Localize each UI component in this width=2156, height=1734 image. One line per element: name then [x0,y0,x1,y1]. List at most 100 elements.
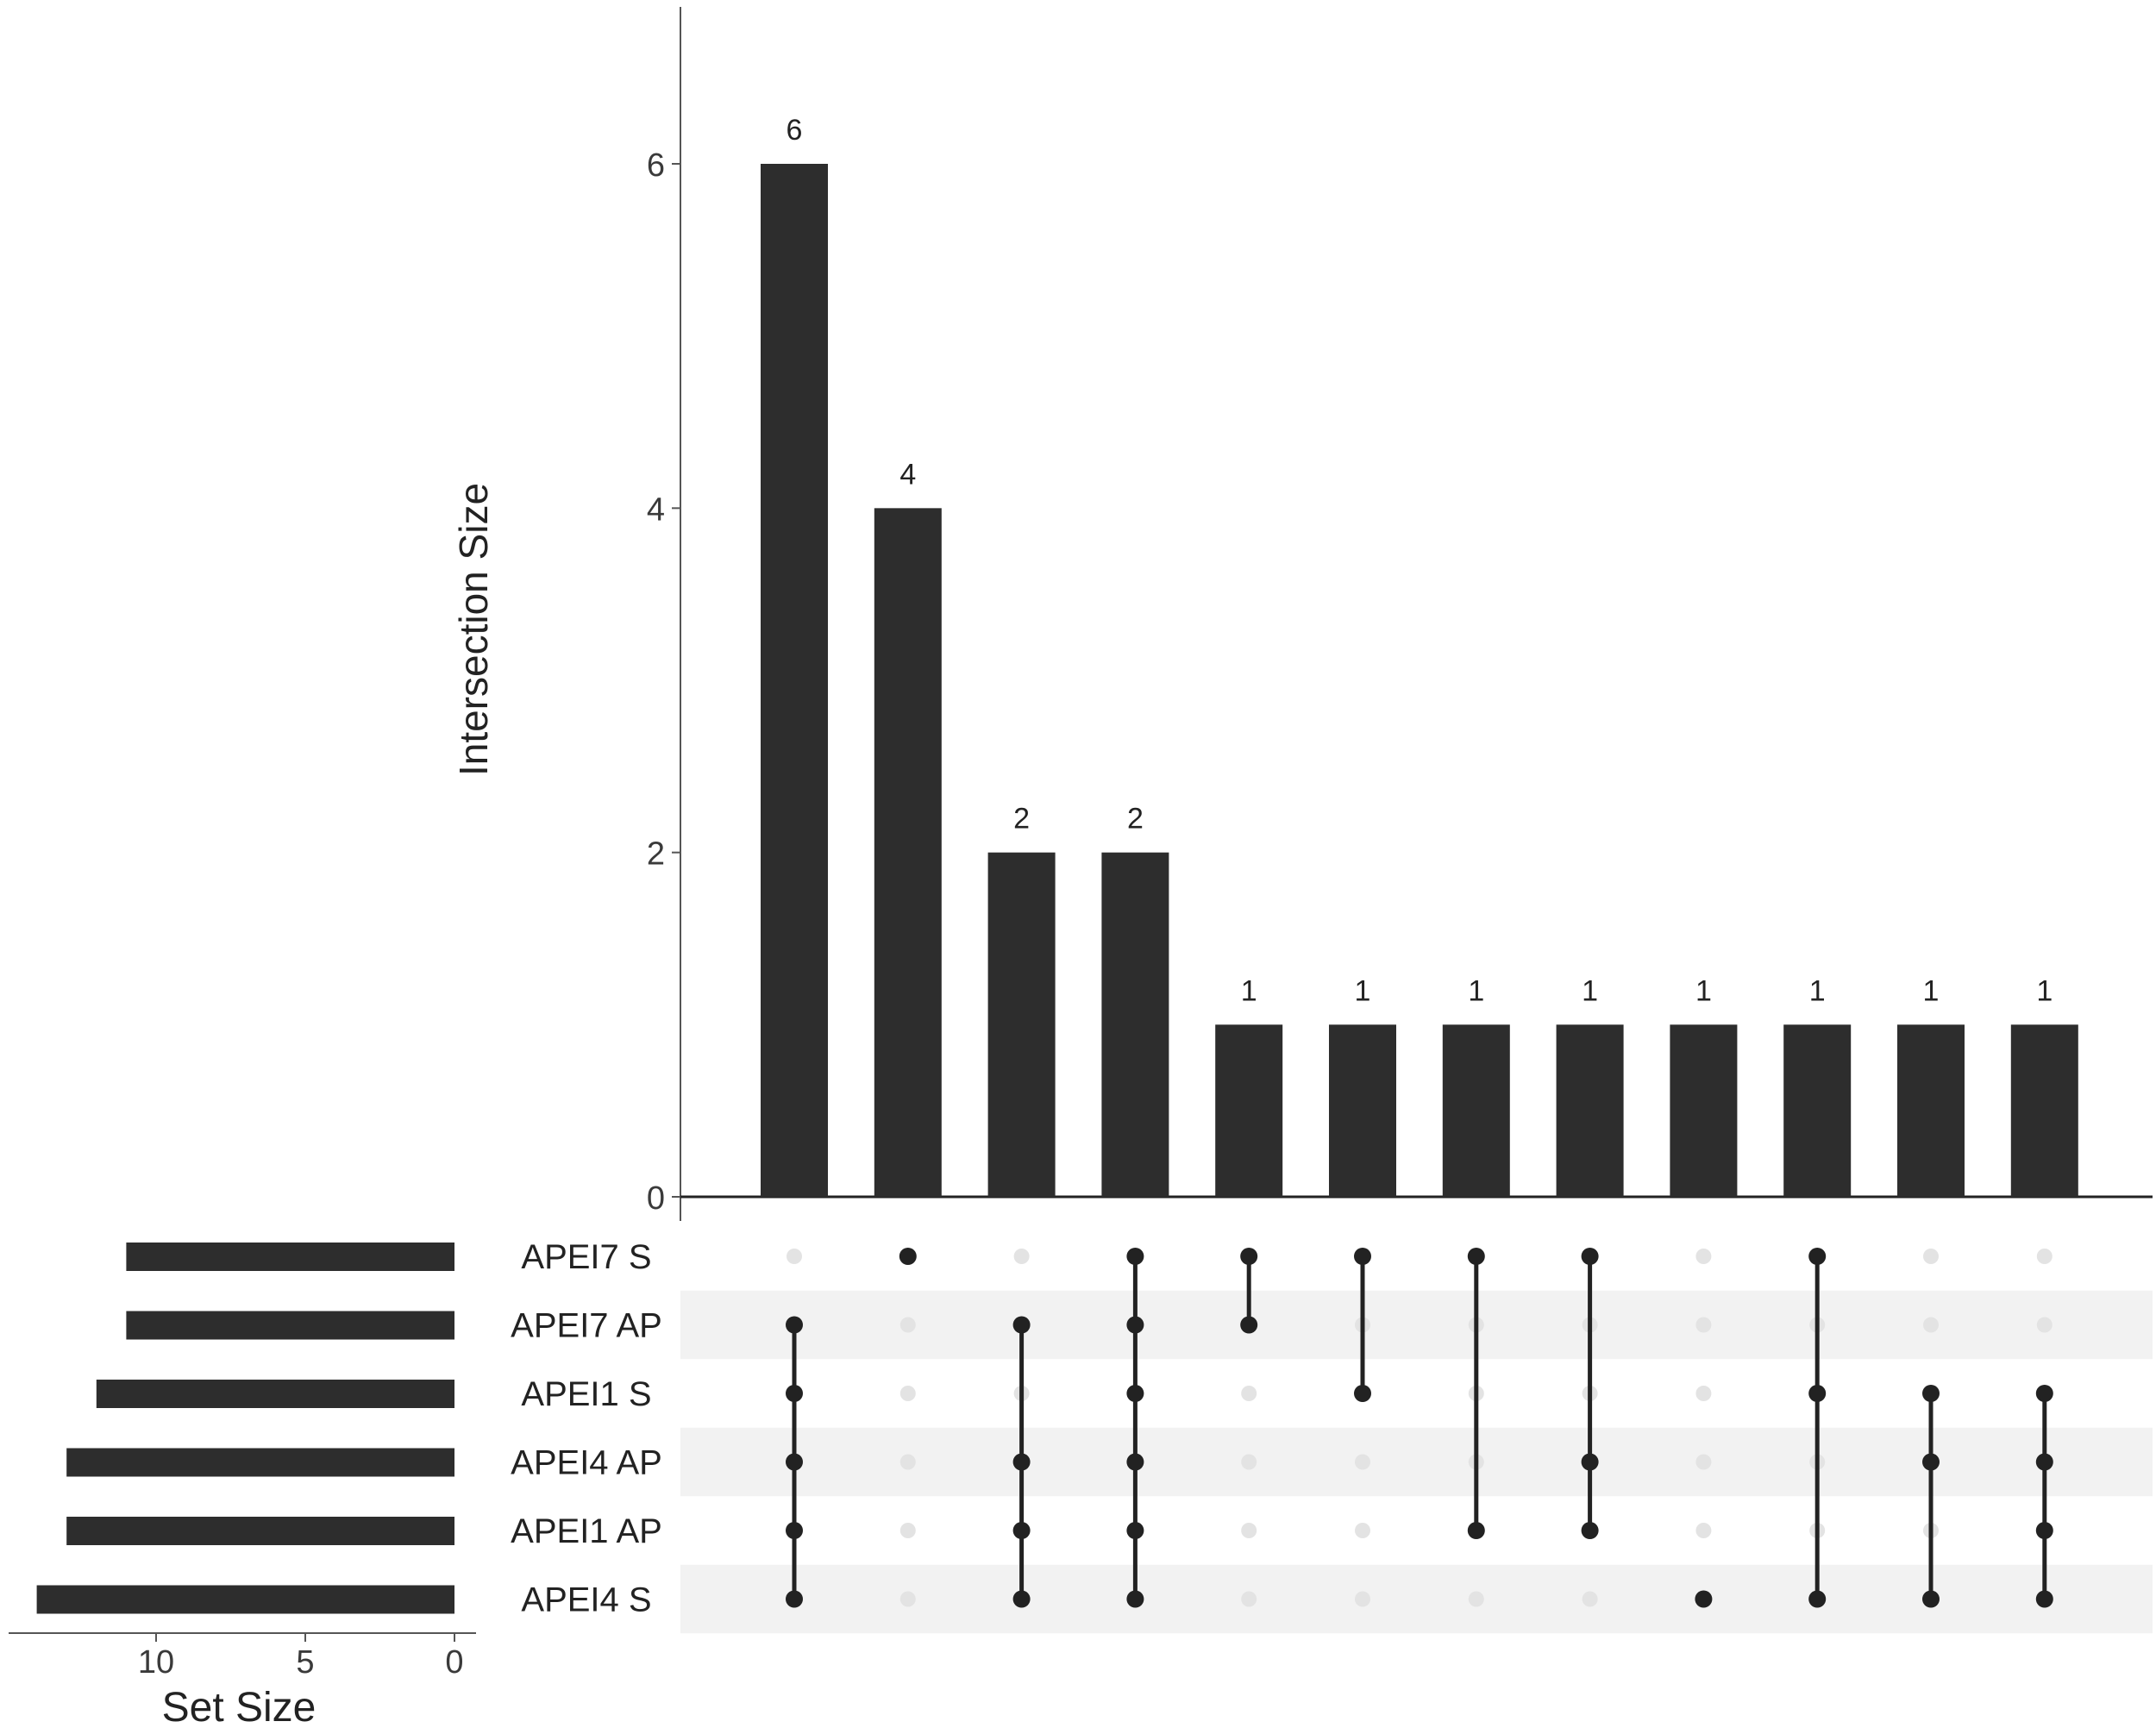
matrix-dot-active [1695,1590,1713,1608]
intersection-bar [1897,1024,1965,1197]
intersection-bar [2010,1024,2078,1197]
intersection-bar [1670,1024,1738,1197]
intersection-bar [1215,1024,1283,1197]
set-size-bars: APEI7 S APEI7 AP APEI1 S APEI4 AP APEI1 AP AP… [36,1238,662,1619]
matrix-dot-active [1012,1522,1031,1539]
matrix-dot-inactive [1695,1523,1712,1538]
matrix-dot-inactive [899,1591,916,1607]
matrix-dot-inactive [1468,1591,1484,1607]
intersection-bar-label: 1 [2036,974,2053,1007]
matrix-dot-active [1581,1248,1599,1265]
intersection-bar [1329,1024,1396,1197]
matrix-dot-active [2035,1453,2053,1471]
matrix-dot-active [1808,1385,1827,1402]
matrix-dot-active [1240,1248,1258,1265]
set-size-bar [96,1380,455,1408]
set-size-bar [126,1311,454,1340]
matrix-dot-inactive [1241,1386,1257,1401]
matrix-dot-active [1354,1385,1371,1402]
matrix-dot-active [1808,1590,1827,1608]
matrix-dot-active [1354,1248,1371,1265]
matrix-dot-active [1126,1385,1144,1402]
set-label: APEI7 AP [511,1307,662,1345]
matrix-row-shade [680,1427,2153,1497]
matrix-dot-inactive [1695,1317,1712,1333]
matrix-dot-inactive [1241,1523,1257,1538]
intersection-bar-label: 2 [1127,803,1144,836]
matrix-dot-inactive [1013,1249,1030,1264]
set-size-bar [126,1243,454,1271]
matrix-dot-active [1240,1316,1258,1334]
intersection-bar-label: 1 [1582,974,1598,1007]
intersection-bar [761,164,828,1197]
intersection-bar [1556,1024,1624,1197]
matrix-dot-active [1126,1590,1144,1608]
matrix-dot-inactive [1582,1591,1598,1607]
matrix-dot-inactive [1355,1523,1370,1538]
matrix-row-shading [680,1290,2153,1634]
intersection-bar-label: 6 [787,114,803,147]
matrix-dot-active [899,1248,917,1265]
intersection-bar [1442,1024,1510,1197]
matrix-dot-active [1922,1385,1940,1402]
matrix-dot-inactive [1241,1591,1257,1607]
matrix-dot-inactive [1355,1454,1370,1470]
matrix-dot-active [786,1385,803,1402]
matrix-dot-active [1126,1453,1144,1471]
matrix-dot-active [1012,1590,1031,1608]
intersection-bar-label: 1 [1241,974,1257,1007]
set-label: APEI4 AP [511,1444,662,1482]
matrix-dot-inactive [1695,1454,1712,1470]
y-tick-label: 0 [647,1180,665,1217]
matrix-dot-active [2035,1385,2053,1402]
matrix-dot-inactive [2036,1249,2053,1264]
matrix-dot-active [2035,1590,2053,1608]
matrix-dot-active [786,1590,803,1608]
matrix-dot-inactive [1695,1249,1712,1264]
set-size-bar [66,1517,454,1545]
intersection-bar-label: 4 [899,458,916,491]
set-size-tick-label: 10 [138,1644,174,1681]
y-axis-title: Intersection Size [451,483,496,776]
intersection-bar [1783,1024,1852,1197]
matrix-dot-active [1467,1522,1485,1539]
intersection-bar-label: 1 [1695,974,1712,1007]
intersection-matrix [786,1248,2053,1608]
matrix-dot-inactive [787,1249,802,1264]
matrix-dot-inactive [1923,1317,1939,1333]
matrix-dot-active [1581,1453,1599,1471]
set-label: APEI7 S [521,1238,651,1276]
matrix-dot-active [786,1453,803,1471]
matrix-dot-active [786,1522,803,1539]
intersection-bar [1101,852,1169,1197]
set-size-bar [66,1448,454,1477]
matrix-row-shade [680,1290,2153,1360]
matrix-dot-active [1922,1453,1940,1471]
matrix-dot-inactive [1241,1454,1257,1470]
matrix-dot-active [1126,1316,1144,1334]
matrix-row-shade [680,1564,2153,1634]
intersection-bar-label: 2 [1013,803,1030,836]
matrix-dot-inactive [899,1317,916,1333]
matrix-dot-inactive [1695,1386,1712,1401]
matrix-dot-active [1922,1590,1940,1608]
intersection-bar-label: 1 [1468,974,1484,1007]
intersection-bar-label: 1 [1809,974,1826,1007]
intersection-bar [987,852,1056,1197]
set-label: APEI1 AP [511,1512,662,1550]
matrix-dot-inactive [899,1386,916,1401]
matrix-dot-inactive [899,1454,916,1470]
matrix-dot-active [1126,1522,1144,1539]
set-label: APEI1 S [521,1375,651,1413]
matrix-dot-active [1126,1248,1144,1265]
set-size-axis: 10 5 0 Set Size [9,1632,476,1731]
matrix-dot-inactive [899,1523,916,1538]
y-tick-label: 4 [647,491,665,528]
matrix-dot-active [1012,1453,1031,1471]
y-tick-label: 2 [647,836,665,873]
matrix-dot-inactive [2036,1317,2053,1333]
intersection-bar-label: 1 [1355,974,1371,1007]
set-size-axis-title: Set Size [162,1685,317,1731]
intersection-bar-label: 1 [1923,974,1940,1007]
